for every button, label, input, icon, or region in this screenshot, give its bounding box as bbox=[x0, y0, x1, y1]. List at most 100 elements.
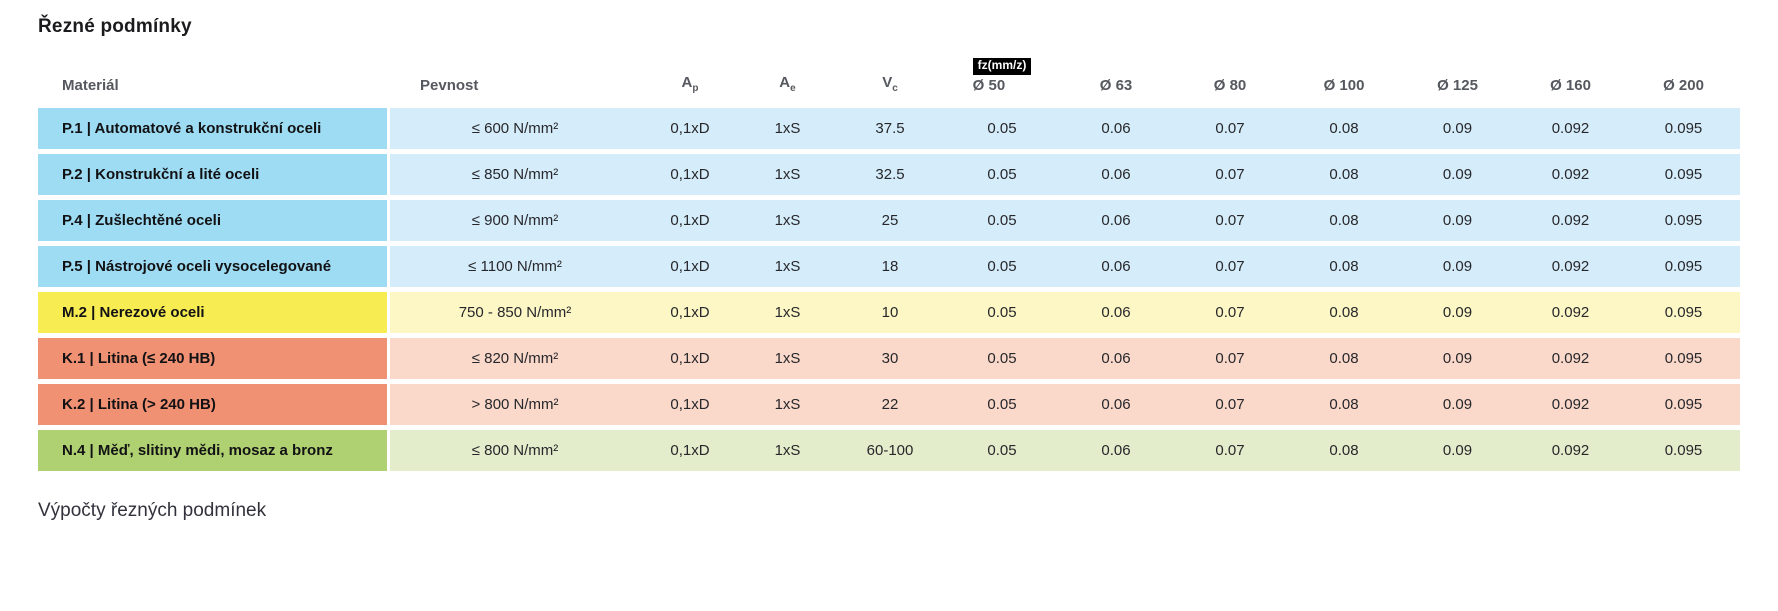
header-material: Materiál bbox=[62, 77, 119, 94]
fz-160-cell: 0.092 bbox=[1514, 108, 1627, 149]
header-dia-160: Ø 160 bbox=[1550, 77, 1591, 94]
fz-200-cell: 0.095 bbox=[1627, 200, 1740, 241]
fz-125-cell: 0.09 bbox=[1401, 338, 1514, 379]
cutting-conditions-table: Materiál Pevnost Ap Ae Vc fz(mm/z) Ø 50 … bbox=[38, 48, 1740, 476]
vc-cell: 10 bbox=[835, 292, 945, 333]
ap-cell: 0,1xD bbox=[640, 430, 740, 471]
fz-200-cell: 0.095 bbox=[1627, 154, 1740, 195]
fz-125-cell: 0.09 bbox=[1401, 384, 1514, 425]
fz-63-cell: 0.06 bbox=[1059, 338, 1173, 379]
fz-80-cell: 0.07 bbox=[1173, 384, 1287, 425]
fz-200-cell: 0.095 bbox=[1627, 430, 1740, 471]
header-ae-base: A bbox=[779, 74, 791, 91]
fz-50-cell: 0.05 bbox=[945, 246, 1059, 287]
fz-100-cell: 0.08 bbox=[1287, 384, 1401, 425]
ae-cell: 1xS bbox=[740, 384, 835, 425]
fz-80-cell: 0.07 bbox=[1173, 292, 1287, 333]
fz-50-cell: 0.05 bbox=[945, 292, 1059, 333]
fz-63-cell: 0.06 bbox=[1059, 108, 1173, 149]
vc-cell: 37.5 bbox=[835, 108, 945, 149]
material-cell: P.5 | Nástrojové oceli vysocelegované bbox=[38, 246, 390, 287]
fz-80-cell: 0.07 bbox=[1173, 108, 1287, 149]
pevnost-cell: > 800 N/mm² bbox=[390, 384, 640, 425]
fz-125-cell: 0.09 bbox=[1401, 246, 1514, 287]
header-pevnost: Pevnost bbox=[420, 77, 479, 94]
fz-80-cell: 0.07 bbox=[1173, 154, 1287, 195]
fz-160-cell: 0.092 bbox=[1514, 430, 1627, 471]
fz-63-cell: 0.06 bbox=[1059, 292, 1173, 333]
header-ae: Ae bbox=[740, 53, 835, 103]
material-cell: P.1 | Automatové a konstrukční oceli bbox=[38, 108, 390, 149]
fz-63-cell: 0.06 bbox=[1059, 154, 1173, 195]
pevnost-cell: ≤ 900 N/mm² bbox=[390, 200, 640, 241]
table-row: P.5 | Nástrojové oceli vysocelegované ≤ 1… bbox=[38, 246, 1740, 287]
fz-125-cell: 0.09 bbox=[1401, 108, 1514, 149]
fz-50-cell: 0.05 bbox=[945, 200, 1059, 241]
table-row: M.2 | Nerezové oceli 750 - 850 N/mm² 0,1xD… bbox=[38, 292, 1740, 333]
ae-cell: 1xS bbox=[740, 200, 835, 241]
fz-200-cell: 0.095 bbox=[1627, 384, 1740, 425]
table-row: P.4 | Zušlechtěné oceli ≤ 900 N/mm² 0,1xD 1… bbox=[38, 200, 1740, 241]
ae-cell: 1xS bbox=[740, 108, 835, 149]
fz-160-cell: 0.092 bbox=[1514, 338, 1627, 379]
header-dia-50: fz(mm/z) Ø 50 bbox=[945, 53, 1059, 103]
page: Řezné podmínky Materiál Pevnost Ap Ae Vc bbox=[38, 16, 1740, 521]
fz-100-cell: 0.08 bbox=[1287, 338, 1401, 379]
pevnost-cell: ≤ 850 N/mm² bbox=[390, 154, 640, 195]
fz-80-cell: 0.07 bbox=[1173, 430, 1287, 471]
fz-100-cell: 0.08 bbox=[1287, 430, 1401, 471]
header-ap: Ap bbox=[640, 53, 740, 103]
ap-cell: 0,1xD bbox=[640, 384, 740, 425]
header-dia-125: Ø 125 bbox=[1437, 77, 1478, 94]
page-title: Řezné podmínky bbox=[38, 16, 192, 37]
pevnost-cell: ≤ 820 N/mm² bbox=[390, 338, 640, 379]
fz-63-cell: 0.06 bbox=[1059, 246, 1173, 287]
table-row: K.2 | Litina (> 240 HB) > 800 N/mm² 0,1xD 1… bbox=[38, 384, 1740, 425]
vc-cell: 22 bbox=[835, 384, 945, 425]
fz-125-cell: 0.09 bbox=[1401, 292, 1514, 333]
fz-160-cell: 0.092 bbox=[1514, 200, 1627, 241]
ap-cell: 0,1xD bbox=[640, 108, 740, 149]
fz-160-cell: 0.092 bbox=[1514, 384, 1627, 425]
material-cell: P.4 | Zušlechtěné oceli bbox=[38, 200, 390, 241]
fz-160-cell: 0.092 bbox=[1514, 292, 1627, 333]
fz-50-cell: 0.05 bbox=[945, 338, 1059, 379]
table-row: P.2 | Konstrukční a lité oceli ≤ 850 N/mm… bbox=[38, 154, 1740, 195]
header-ae-sub: e bbox=[790, 83, 796, 94]
header-vc-base: V bbox=[882, 74, 893, 91]
ae-cell: 1xS bbox=[740, 246, 835, 287]
header-vc-sub: c bbox=[892, 83, 898, 94]
header-vc: Vc bbox=[835, 53, 945, 103]
header-dia-100: Ø 100 bbox=[1323, 77, 1365, 94]
material-cell: N.4 | Měď, slitiny mědi, mosaz a bronz bbox=[38, 430, 390, 471]
header-dia-63: Ø 63 bbox=[1099, 77, 1133, 94]
ae-cell: 1xS bbox=[740, 154, 835, 195]
fz-63-cell: 0.06 bbox=[1059, 430, 1173, 471]
vc-cell: 32.5 bbox=[835, 154, 945, 195]
material-cell: M.2 | Nerezové oceli bbox=[38, 292, 390, 333]
material-cell: P.2 | Konstrukční a lité oceli bbox=[38, 154, 390, 195]
fz-63-cell: 0.06 bbox=[1059, 200, 1173, 241]
fz-125-cell: 0.09 bbox=[1401, 200, 1514, 241]
material-cell: K.1 | Litina (≤ 240 HB) bbox=[38, 338, 390, 379]
fz-200-cell: 0.095 bbox=[1627, 338, 1740, 379]
vc-cell: 18 bbox=[835, 246, 945, 287]
ap-cell: 0,1xD bbox=[640, 154, 740, 195]
fz-80-cell: 0.07 bbox=[1173, 246, 1287, 287]
ap-cell: 0,1xD bbox=[640, 338, 740, 379]
header-dia-50-label: Ø 50 bbox=[972, 76, 1006, 94]
header-dia-80: Ø 80 bbox=[1213, 77, 1247, 94]
fz-50-cell: 0.05 bbox=[945, 154, 1059, 195]
vc-cell: 60-100 bbox=[835, 430, 945, 471]
pevnost-cell: ≤ 1100 N/mm² bbox=[390, 246, 640, 287]
ap-cell: 0,1xD bbox=[640, 200, 740, 241]
fz-80-cell: 0.07 bbox=[1173, 338, 1287, 379]
fz-unit-badge: fz(mm/z) bbox=[972, 57, 1032, 75]
fz-63-cell: 0.06 bbox=[1059, 384, 1173, 425]
fz-200-cell: 0.095 bbox=[1627, 246, 1740, 287]
fz-80-cell: 0.07 bbox=[1173, 200, 1287, 241]
fz-125-cell: 0.09 bbox=[1401, 154, 1514, 195]
fz-100-cell: 0.08 bbox=[1287, 108, 1401, 149]
fz-200-cell: 0.095 bbox=[1627, 292, 1740, 333]
fz-100-cell: 0.08 bbox=[1287, 200, 1401, 241]
